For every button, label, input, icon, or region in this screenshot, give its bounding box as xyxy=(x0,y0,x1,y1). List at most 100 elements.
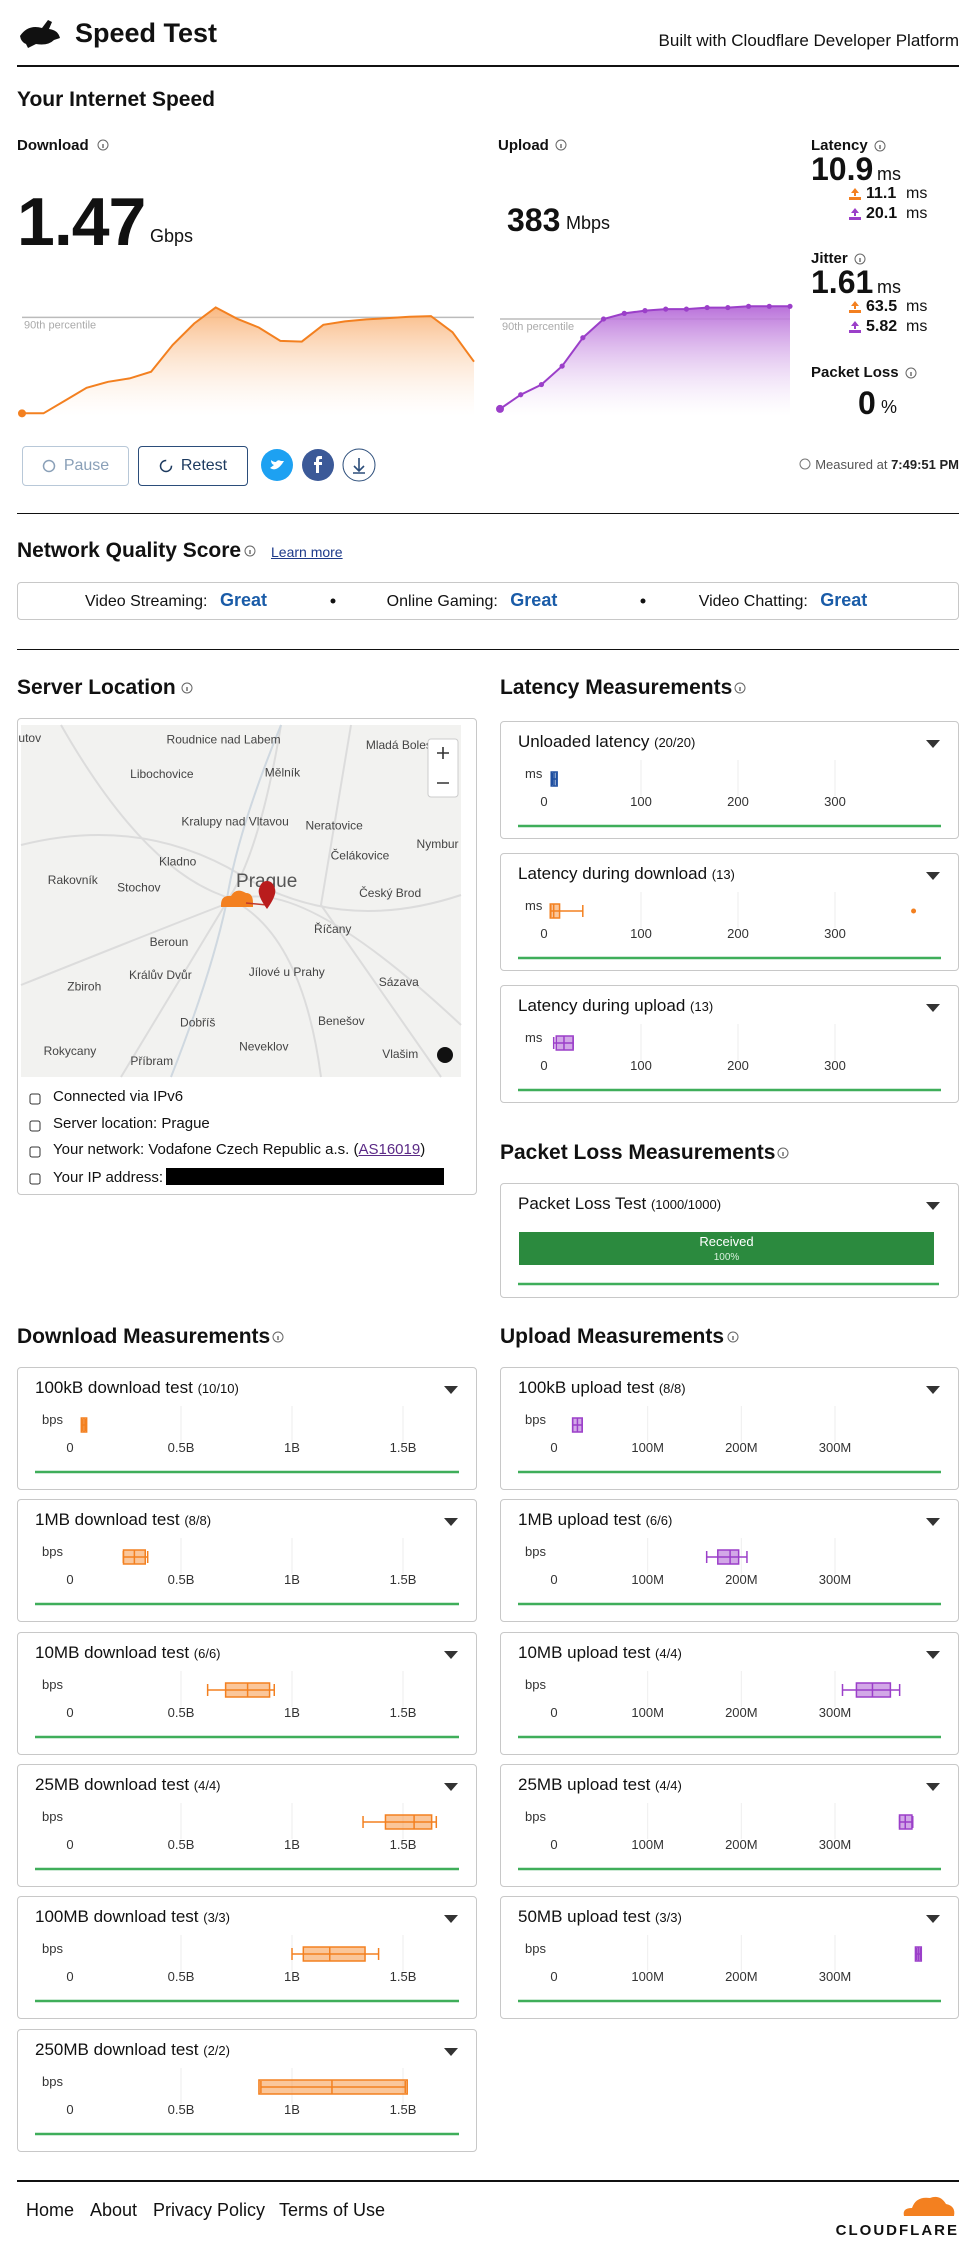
facebook-button[interactable] xyxy=(301,448,335,482)
footer-link[interactable]: Terms of Use xyxy=(279,2200,386,2220)
chevron[interactable] xyxy=(926,1004,940,1014)
metric-value: 1.61 xyxy=(811,264,874,300)
upload-value: 383 xyxy=(507,202,561,238)
quality-label: Video Streaming: xyxy=(85,593,208,610)
point xyxy=(725,304,731,311)
chevron[interactable] xyxy=(444,1915,458,1925)
tick-label: 300M xyxy=(819,1440,852,1455)
chevron[interactable] xyxy=(444,2047,458,2058)
learn-more[interactable]: Learn more xyxy=(271,544,343,560)
sub-value: 5.82 xyxy=(866,318,898,335)
tick-label: 0 xyxy=(66,1969,73,1984)
section-heading: Network Quality Score xyxy=(17,539,242,562)
measurement-card: Latency during download (13) ms 0 100 200 300 xyxy=(500,853,959,971)
server-row: Connected via IPv6 xyxy=(53,1088,183,1105)
chevron[interactable] xyxy=(926,1202,940,1212)
card-title: 25MB upload test (4/4) xyxy=(518,1775,682,1795)
logo xyxy=(20,20,60,48)
quality-item: Online Gaming: Great xyxy=(322,590,622,611)
tick-label: 0 xyxy=(550,1705,557,1720)
chevron[interactable] xyxy=(444,1782,458,1793)
unit-label: bps xyxy=(42,2074,63,2089)
info-ring xyxy=(97,139,109,151)
tick-label: 0.5B xyxy=(168,1572,195,1587)
info-icon xyxy=(244,545,256,557)
chevron[interactable] xyxy=(926,1782,940,1793)
tick-label: 100 xyxy=(630,926,652,941)
chevron[interactable] xyxy=(926,1386,940,1396)
button-icon xyxy=(42,459,56,473)
divider xyxy=(17,65,959,67)
info-ring xyxy=(244,545,256,557)
measurement-card: 10MB download test (6/6) bps 0 0.5B 1B 1.5B xyxy=(17,1631,477,1755)
triangle xyxy=(926,1004,940,1012)
test-title: 10MB download test xyxy=(35,1642,190,1662)
glyph xyxy=(270,460,284,470)
clock xyxy=(799,458,811,470)
save-button[interactable] xyxy=(342,448,376,482)
button[interactable]: Pause xyxy=(22,446,129,486)
cloud xyxy=(903,2196,955,2216)
chevron[interactable] xyxy=(926,1650,940,1661)
arrow-base xyxy=(849,217,861,220)
box xyxy=(384,1814,433,1830)
chevron[interactable] xyxy=(926,740,940,750)
button[interactable]: Retest xyxy=(138,446,248,486)
row-link[interactable]: AS16019 xyxy=(358,1141,421,1158)
icon xyxy=(29,1146,41,1158)
percentile-label: 90th percentile xyxy=(24,319,96,331)
tick-label: 200M xyxy=(725,1440,758,1455)
triangle xyxy=(444,1650,458,1659)
unit-label: bps xyxy=(42,1412,63,1427)
map-place: utov xyxy=(18,731,41,745)
tick-label: 200M xyxy=(725,1969,758,1984)
footer-link[interactable]: Home xyxy=(26,2200,75,2220)
footer-link[interactable]: About xyxy=(90,2200,138,2220)
server-row: Your IP address: xyxy=(53,1167,445,1186)
test-title: 50MB upload test xyxy=(518,1907,651,1927)
map-place: Říčany xyxy=(314,921,351,936)
point xyxy=(787,303,793,309)
road xyxy=(60,724,322,1078)
triangle xyxy=(444,1782,458,1791)
chevron[interactable] xyxy=(444,1650,458,1661)
area xyxy=(500,306,790,416)
sub-unit: ms xyxy=(906,298,928,315)
metric-unit: ms xyxy=(877,277,901,297)
tick-label: 100 xyxy=(630,794,652,809)
footer-link[interactable]: Privacy Policy xyxy=(153,2200,266,2220)
triangle xyxy=(444,2047,458,2056)
card-title: Latency during download (13) xyxy=(518,864,735,884)
section-heading: Server Location xyxy=(17,676,176,699)
glyph xyxy=(353,458,365,474)
road xyxy=(120,724,282,1078)
info-ring xyxy=(727,1331,739,1343)
test-count: (10/10) xyxy=(197,1381,239,1396)
row-text: ) xyxy=(420,1141,426,1158)
section-heading: Packet Loss Measurements xyxy=(500,1141,776,1164)
map-place: Příbram xyxy=(130,1054,173,1068)
map-place: Zbiroh xyxy=(67,979,101,993)
twitter-button[interactable] xyxy=(260,448,294,482)
test-count: (4/4) xyxy=(655,1777,682,1793)
chevron[interactable] xyxy=(444,1518,458,1528)
percentile-label: 90th percentile xyxy=(502,321,574,333)
info-icon xyxy=(734,682,746,694)
measured-label: Measured at xyxy=(815,457,888,472)
bar-value: 100% xyxy=(714,1252,740,1263)
arrow xyxy=(851,301,859,309)
info-icon xyxy=(727,1331,739,1343)
info-ring xyxy=(555,139,567,151)
chevron[interactable] xyxy=(444,1386,458,1396)
tick-label: 1B xyxy=(284,1837,300,1852)
chevron[interactable] xyxy=(926,1518,940,1528)
tick-label: 0.5B xyxy=(168,1837,195,1852)
point xyxy=(496,404,504,413)
test-count: (3/3) xyxy=(203,1910,230,1926)
chevron[interactable] xyxy=(926,1915,940,1925)
card-title: Unloaded latency (20/20) xyxy=(518,732,695,752)
chevron[interactable] xyxy=(926,872,940,882)
info-icon xyxy=(97,139,109,151)
map-place: Kralupy nad Vltavou xyxy=(181,814,288,828)
